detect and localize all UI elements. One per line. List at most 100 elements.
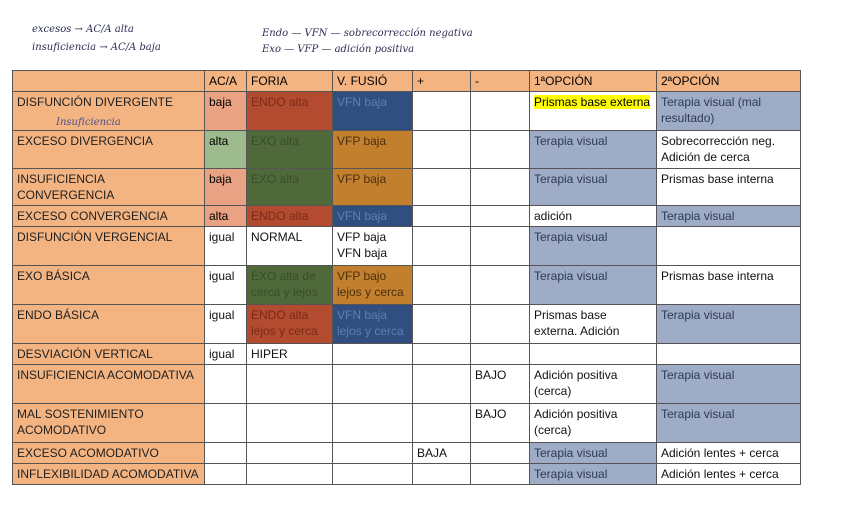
cell xyxy=(204,463,247,485)
header-cell xyxy=(12,70,205,92)
cell xyxy=(470,463,530,485)
cell: alta xyxy=(204,205,247,227)
cell: VFN baja xyxy=(332,205,413,227)
cell: VFP baja xyxy=(332,130,413,169)
header-cell: 2ªOPCIÓN xyxy=(656,70,801,92)
cell xyxy=(412,463,471,485)
cell: Adición positiva (cerca) xyxy=(529,403,657,443)
row-label: DISFUNCIÓN DIVERGENTE xyxy=(12,91,205,131)
table-body: DISFUNCIÓN DIVERGENTE baja ENDO alta VFN ba… xyxy=(12,91,801,485)
cell: Terapia visual xyxy=(529,168,657,206)
table-row: EXCESO DIVERGENCIA alta EXO alta VFP baja Te… xyxy=(12,130,801,169)
cell: ENDO alta lejos y cerca xyxy=(246,304,333,344)
header-cell: 1ªOPCIÓN xyxy=(529,70,657,92)
handwritten-note: Endo — VFN — sobrecorrección negativa xyxy=(262,28,473,39)
cell xyxy=(332,463,413,485)
cell: EXO alta de cerca y lejos xyxy=(246,265,333,305)
cell: EXO alta xyxy=(246,130,333,169)
cell: alta xyxy=(204,130,247,169)
header-row: AC/A FORIA V. FUSIÓ + -1ªOPCIÓN 2ªOPCIÓN xyxy=(12,70,801,92)
header-cell: V. FUSIÓ xyxy=(332,70,413,92)
cell xyxy=(470,91,530,131)
cell: EXO alta xyxy=(246,168,333,206)
cell xyxy=(246,364,333,404)
cell: BAJO xyxy=(470,364,530,404)
cell xyxy=(204,442,247,464)
cell xyxy=(332,403,413,443)
cell: VFP bajo lejos y cerca xyxy=(332,265,413,305)
cell: baja xyxy=(204,168,247,206)
cell xyxy=(412,91,471,131)
cell xyxy=(470,168,530,206)
cell: Terapia visual (mal resultado) xyxy=(656,91,801,131)
cell xyxy=(246,463,333,485)
cell: Terapia visual xyxy=(656,403,801,443)
cell xyxy=(412,226,471,266)
cell: VFN baja xyxy=(332,91,413,131)
cell: Terapia visual xyxy=(656,364,801,404)
cell: Terapia visual xyxy=(529,130,657,169)
cell xyxy=(470,343,530,365)
cell: igual xyxy=(204,226,247,266)
cell: baja xyxy=(204,91,247,131)
cell xyxy=(470,304,530,344)
table-row: DISFUNCIÓN DIVERGENTE baja ENDO alta VFN ba… xyxy=(12,91,801,131)
header-cell: + xyxy=(412,70,471,92)
cell: VFN baja lejos y cerca xyxy=(332,304,413,344)
cell xyxy=(656,343,801,365)
row-label: EXCESO CONVERGENCIA xyxy=(12,205,205,227)
table: AC/A FORIA V. FUSIÓ + -1ªOPCIÓN 2ªOPCIÓN DISF… xyxy=(12,70,801,485)
cell xyxy=(470,226,530,266)
cell xyxy=(470,205,530,227)
row-label: INSUFICIENCIA ACOMODATIVA xyxy=(12,364,205,404)
table-row: INSUFICIENCIA CONVERGENCIA baja EXO alta VF… xyxy=(12,168,801,206)
cell xyxy=(332,364,413,404)
table-row: EXCESO ACOMODATIVO BAJA Terapia visual Adic… xyxy=(12,442,801,464)
cell xyxy=(412,343,471,365)
handwritten-note: insuficiencia → AC/A baja xyxy=(32,42,161,53)
cell xyxy=(412,168,471,206)
cell: Terapia visual xyxy=(529,265,657,305)
cell: Adición positiva (cerca) xyxy=(529,364,657,404)
cell: HIPER xyxy=(246,343,333,365)
cell: VFP baja VFN baja xyxy=(332,226,413,266)
cell: igual xyxy=(204,343,247,365)
table-row: EXO BÁSICA igual EXO alta de cerca y lejos… xyxy=(12,265,801,305)
header-cell: FORIA xyxy=(246,70,333,92)
cell: Terapia visual xyxy=(529,226,657,266)
cell xyxy=(470,265,530,305)
cell: Terapia visual xyxy=(529,463,657,485)
cell: Terapia visual xyxy=(529,442,657,464)
cell: ENDO alta xyxy=(246,205,333,227)
cell xyxy=(529,343,657,365)
cell xyxy=(246,403,333,443)
handwritten-note: Exo — VFP — adición positiva xyxy=(262,44,415,55)
cell xyxy=(332,343,413,365)
cell: Adición lentes + cerca xyxy=(656,463,801,485)
header-cell: AC/A xyxy=(204,70,247,92)
row-label: EXCESO DIVERGENCIA xyxy=(12,130,205,169)
cell: ENDO alta xyxy=(246,91,333,131)
cell xyxy=(412,403,471,443)
row-label: INFLEXIBILIDAD ACOMODATIVA xyxy=(12,463,205,485)
header-cell: - xyxy=(470,70,530,92)
cell xyxy=(656,226,801,266)
table-row: DISFUNCIÓN VERGENCIAL igual NORMAL VFP baja… xyxy=(12,226,801,266)
cell xyxy=(412,205,471,227)
cell: Terapia visual xyxy=(656,304,801,344)
cell xyxy=(204,403,247,443)
cell xyxy=(412,364,471,404)
row-label: EXCESO ACOMODATIVO xyxy=(12,442,205,464)
cell: BAJO xyxy=(470,403,530,443)
table-row: MAL SOSTENIMIENTO ACOMODATIVO BAJO Adición… xyxy=(12,403,801,443)
cell xyxy=(412,304,471,344)
cell: Prismas base externa. Adición xyxy=(529,304,657,344)
row-label: DESVIACIÓN VERTICAL xyxy=(12,343,205,365)
cell xyxy=(470,130,530,169)
table-row: INSUFICIENCIA ACOMODATIVA BAJO Adición pos… xyxy=(12,364,801,404)
handwritten-annotation: Insuficiencia xyxy=(56,117,121,128)
cell: Adición lentes + cerca xyxy=(656,442,801,464)
cell: NORMAL xyxy=(246,226,333,266)
table-row: EXCESO CONVERGENCIA alta ENDO alta VFN baja… xyxy=(12,205,801,227)
